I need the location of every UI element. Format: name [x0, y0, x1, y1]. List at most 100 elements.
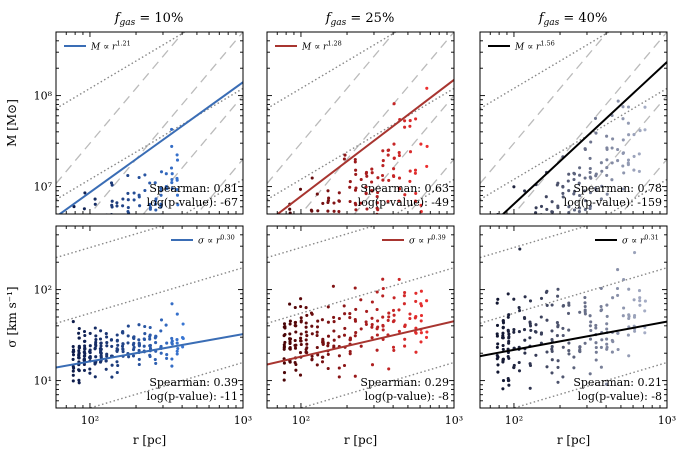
data-point — [348, 199, 352, 204]
data-point — [83, 191, 87, 195]
data-point — [289, 273, 292, 276]
data-point — [111, 235, 114, 238]
data-point — [137, 362, 141, 367]
data-point — [82, 368, 87, 372]
data-point — [545, 266, 548, 269]
data-point — [522, 316, 527, 320]
data-point — [305, 342, 309, 346]
data-point — [283, 326, 287, 330]
data-point — [507, 271, 510, 274]
data-point — [518, 281, 521, 284]
data-point — [425, 164, 429, 168]
data-point — [154, 361, 158, 365]
data-point — [507, 263, 510, 266]
plot-area — [480, 32, 667, 284]
data-point — [305, 351, 309, 355]
data-point — [315, 363, 319, 367]
data-point — [78, 214, 81, 217]
data-point — [376, 319, 380, 323]
data-point — [364, 185, 368, 189]
data-point — [524, 240, 527, 243]
data-point — [116, 363, 120, 368]
data-point — [115, 333, 119, 337]
data-point — [534, 264, 537, 267]
data-point — [175, 338, 179, 342]
data-point — [550, 347, 554, 351]
data-point — [143, 233, 146, 236]
data-point — [98, 360, 103, 364]
data-point — [506, 292, 510, 296]
data-point — [288, 319, 292, 323]
data-point — [175, 349, 179, 353]
data-point — [408, 124, 412, 128]
data-point — [572, 208, 577, 212]
data-point — [77, 378, 81, 382]
data-point — [78, 269, 81, 272]
data-point — [605, 337, 609, 341]
data-point — [594, 326, 598, 330]
reference-line-slope-2 — [513, 32, 667, 214]
data-point — [299, 229, 302, 232]
data-point — [110, 363, 114, 367]
data-point — [99, 329, 103, 333]
data-point — [159, 329, 163, 333]
data-point — [375, 206, 379, 210]
data-point — [181, 345, 185, 349]
data-point — [365, 174, 369, 178]
data-point — [496, 259, 499, 262]
data-point — [143, 215, 146, 218]
data-point — [502, 261, 505, 264]
data-point — [175, 312, 179, 316]
data-point — [413, 168, 418, 172]
reference-line-slope-2 — [196, 158, 243, 214]
data-point — [88, 283, 91, 286]
data-point — [621, 138, 625, 142]
data-point — [414, 330, 418, 334]
panel-dispersion-fgas-25: 10² 10³ r [pc] σ ∝ r0.39 Spearman: 0.29log(p… — [266, 225, 463, 447]
data-point — [381, 324, 385, 328]
data-point — [72, 267, 75, 270]
data-point — [78, 277, 81, 280]
data-point — [282, 378, 286, 382]
data-point — [293, 338, 297, 343]
data-point — [594, 188, 598, 192]
data-point — [572, 355, 576, 359]
data-point — [375, 290, 379, 294]
data-point — [501, 347, 505, 351]
x-tick-label: 10³ — [234, 414, 252, 427]
data-point — [605, 166, 609, 170]
data-point — [289, 279, 292, 282]
data-point — [104, 359, 108, 363]
data-point — [539, 315, 543, 319]
data-point — [578, 166, 582, 170]
data-point — [343, 312, 347, 316]
data-point — [316, 319, 320, 323]
data-point — [159, 230, 162, 233]
data-point — [397, 308, 401, 312]
data-point — [175, 341, 179, 345]
data-point — [534, 323, 538, 327]
data-point — [589, 140, 593, 144]
data-point — [375, 201, 379, 205]
data-point — [105, 252, 108, 255]
data-point — [331, 284, 335, 288]
data-point — [496, 256, 499, 259]
data-point — [115, 204, 119, 208]
data-point — [561, 184, 565, 188]
data-point — [517, 360, 521, 365]
data-point — [550, 222, 553, 225]
data-point — [121, 197, 125, 201]
data-point — [507, 274, 510, 277]
data-point — [89, 257, 92, 260]
reference-line-slope-half — [267, 267, 454, 324]
data-point — [534, 353, 538, 357]
data-point — [176, 203, 180, 207]
data-point — [501, 336, 505, 340]
data-point — [523, 231, 526, 234]
data-point — [599, 161, 603, 165]
data-point — [105, 335, 109, 339]
data-point — [293, 305, 297, 310]
data-point — [342, 363, 347, 368]
data-point — [89, 304, 92, 307]
